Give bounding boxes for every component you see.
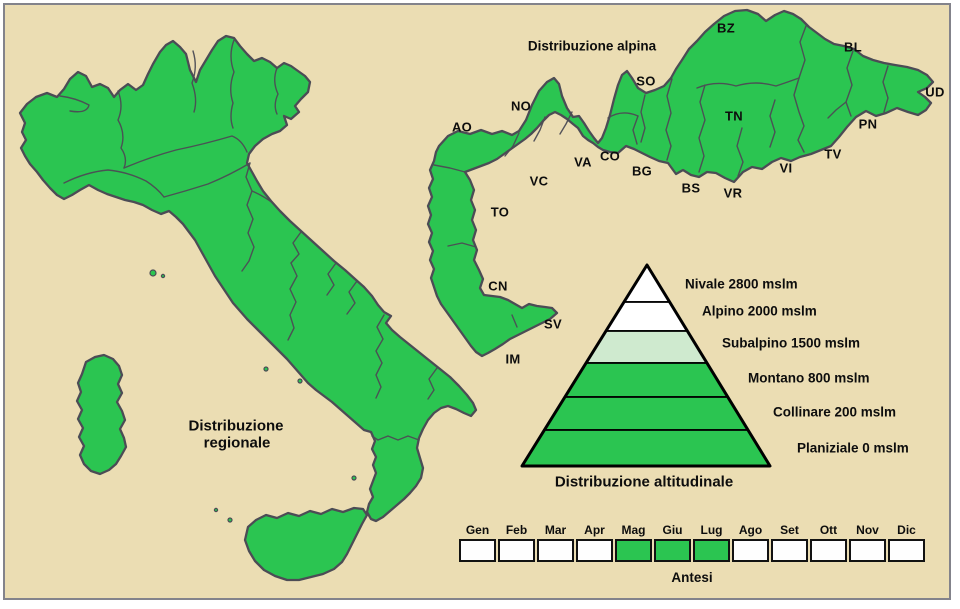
month-box bbox=[888, 539, 925, 562]
province-label-sv: SV bbox=[544, 316, 562, 332]
pyramid-level-label-collinare: Collinare 200 mslm bbox=[773, 404, 897, 420]
altitude-pyramid bbox=[520, 263, 772, 468]
alpine-province-borders bbox=[433, 25, 889, 328]
month-col-dic: Dic bbox=[888, 524, 925, 562]
month-col-ago: Ago bbox=[732, 524, 769, 562]
phenology-bar: Gen Feb Mar Apr Mag Giu Lug Ago Set Ott … bbox=[459, 524, 925, 562]
sicily-shape bbox=[243, 506, 369, 582]
pyramid-level-label-planiziale: Planiziale 0 mslm bbox=[797, 440, 909, 456]
month-col-nov: Nov bbox=[849, 524, 886, 562]
month-col-apr: Apr bbox=[576, 524, 613, 562]
sardinia-shape bbox=[75, 353, 128, 476]
province-label-ud: UD bbox=[925, 84, 945, 100]
province-label-so: SO bbox=[636, 73, 656, 89]
month-label: Ago bbox=[738, 523, 763, 537]
month-box bbox=[654, 539, 691, 562]
month-label: Lug bbox=[700, 523, 723, 537]
province-label-ao: AO bbox=[451, 119, 473, 135]
pyramid-level-label-subalpino: Subalpino 1500 mslm bbox=[722, 335, 861, 351]
pyramid-band-nivale bbox=[623, 264, 671, 303]
pyramid-level-label-nivale: Nivale 2800 mslm bbox=[685, 276, 798, 292]
month-col-ott: Ott bbox=[810, 524, 847, 562]
province-label-co: CO bbox=[599, 148, 621, 164]
province-label-bl: BL bbox=[844, 39, 862, 55]
pyramid-band-montano bbox=[564, 362, 729, 398]
month-box bbox=[849, 539, 886, 562]
month-col-set: Set bbox=[771, 524, 808, 562]
province-label-tv: TV bbox=[824, 146, 842, 162]
month-label: Dic bbox=[897, 523, 916, 537]
province-label-vc: VC bbox=[529, 173, 549, 189]
pyramid-level-label-alpino: Alpino 2000 mslm bbox=[702, 303, 817, 319]
month-col-feb: Feb bbox=[498, 524, 535, 562]
province-label-tn: TN bbox=[725, 108, 743, 124]
month-col-lug: Lug bbox=[693, 524, 730, 562]
month-label: Feb bbox=[505, 523, 528, 537]
month-box bbox=[459, 539, 496, 562]
regional-map-title-line2: regionale bbox=[203, 434, 271, 452]
province-label-bs: BS bbox=[681, 180, 701, 196]
month-label: Ott bbox=[819, 523, 838, 537]
alpine-band-shape bbox=[426, 8, 935, 358]
month-col-mag: Mag bbox=[615, 524, 652, 562]
month-col-gen: Gen bbox=[459, 524, 496, 562]
month-box bbox=[810, 539, 847, 562]
month-box bbox=[771, 539, 808, 562]
month-box bbox=[615, 539, 652, 562]
province-label-vi: VI bbox=[779, 160, 793, 176]
province-label-va: VA bbox=[574, 154, 592, 170]
month-box bbox=[576, 539, 613, 562]
month-label: Mag bbox=[621, 523, 646, 537]
month-box bbox=[537, 539, 574, 562]
month-label: Apr bbox=[584, 523, 605, 537]
pyramid-outline bbox=[520, 263, 772, 468]
pyramid-band-collinare bbox=[543, 396, 749, 431]
month-box bbox=[498, 539, 535, 562]
province-label-cn: CN bbox=[488, 278, 508, 294]
province-label-bg: BG bbox=[631, 163, 653, 179]
month-label: Set bbox=[780, 523, 799, 537]
month-box bbox=[693, 539, 730, 562]
pyramid-band-alpino bbox=[605, 301, 688, 332]
phenology-title: Antesi bbox=[671, 570, 713, 585]
province-label-to: TO bbox=[490, 204, 510, 220]
month-box bbox=[732, 539, 769, 562]
italy-mainland-shape bbox=[18, 34, 478, 523]
month-label: Giu bbox=[662, 523, 683, 537]
province-label-im: IM bbox=[505, 351, 521, 367]
alpine-map-title: Distribuzione alpina bbox=[527, 38, 657, 54]
regional-map-title-line1: Distribuzione bbox=[188, 417, 284, 435]
province-label-pn: PN bbox=[858, 116, 878, 132]
pyramid-band-planiziale bbox=[521, 429, 771, 467]
month-label: Gen bbox=[465, 523, 490, 537]
month-label: Nov bbox=[856, 523, 879, 537]
pyramid-title: Distribuzione altitudinale bbox=[554, 473, 734, 491]
month-col-giu: Giu bbox=[654, 524, 691, 562]
small-islands bbox=[149, 269, 357, 523]
pyramid-level-label-montano: Montano 800 mslm bbox=[748, 370, 870, 386]
region-borders bbox=[59, 39, 438, 441]
month-label: Mar bbox=[544, 523, 567, 537]
province-label-bz: BZ bbox=[717, 20, 735, 36]
province-label-no: NO bbox=[510, 98, 532, 114]
province-label-vr: VR bbox=[723, 185, 743, 201]
month-col-mar: Mar bbox=[537, 524, 574, 562]
